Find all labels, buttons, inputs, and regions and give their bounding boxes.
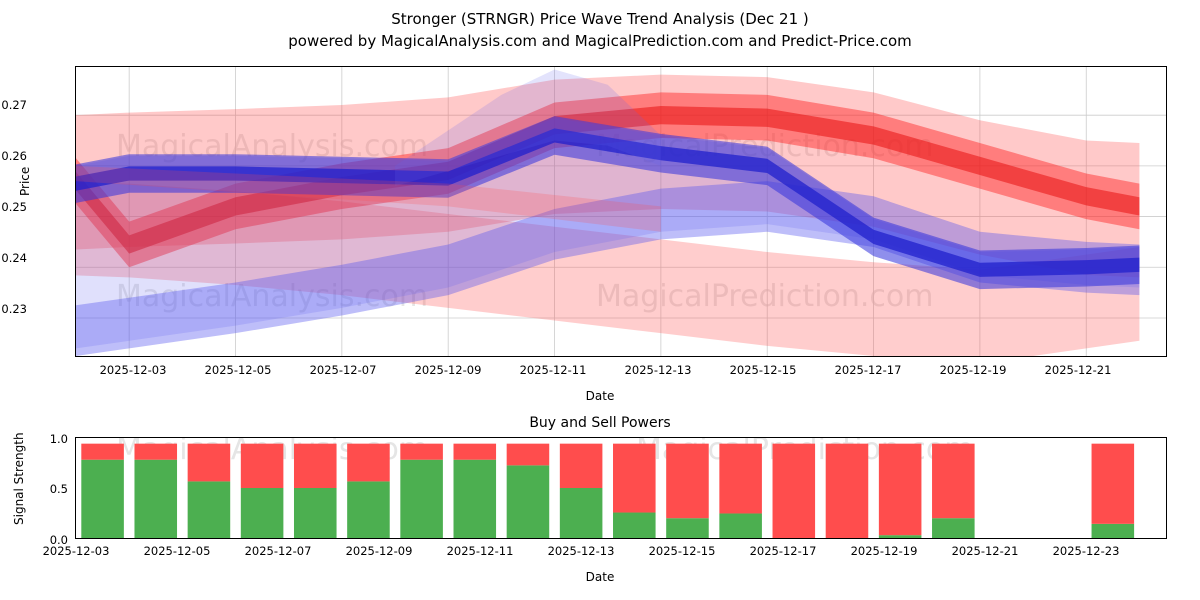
signal-xtick-2: 2025-12-07 <box>244 544 312 558</box>
price-xtick-4: 2025-12-11 <box>519 363 587 377</box>
signal-xtick-6: 2025-12-15 <box>648 544 716 558</box>
chart-title-block: Stronger (STRNGR) Price Wave Trend Analy… <box>0 8 1200 52</box>
signal-xtick-4: 2025-12-11 <box>446 544 514 558</box>
signal-ytick-2: 1.0 <box>49 432 68 446</box>
signal-xtick-7: 2025-12-17 <box>749 544 817 558</box>
price-ytick-4: 0.27 <box>1 98 27 112</box>
signal-chart-panel: MagicalAnalysis.com MagicalPrediction.co… <box>75 437 1167 539</box>
price-xtick-1: 2025-12-05 <box>204 363 272 377</box>
price-x-axis-label: Date <box>585 389 615 403</box>
signal-y-axis-label: Signal Strength <box>12 432 26 525</box>
signal-xtick-8: 2025-12-19 <box>850 544 918 558</box>
price-xtick-6: 2025-12-15 <box>729 363 797 377</box>
signal-xtick-5: 2025-12-13 <box>547 544 615 558</box>
signal-ytick-1: 0.5 <box>49 482 68 496</box>
price-plot-svg <box>76 67 1166 356</box>
price-ytick-2: 0.25 <box>1 200 27 214</box>
signal-x-axis-label: Date <box>585 570 615 584</box>
price-xtick-3: 2025-12-09 <box>414 363 482 377</box>
price-ytick-1: 0.24 <box>1 251 27 265</box>
price-xtick-5: 2025-12-13 <box>624 363 692 377</box>
signal-ytick-0: 0.0 <box>49 533 68 547</box>
page-subtitle: powered by MagicalAnalysis.com and Magic… <box>288 32 912 50</box>
price-ytick-0: 0.23 <box>1 302 27 316</box>
price-chart-panel: MagicalAnalysis.com MagicalPrediction.co… <box>75 66 1167 357</box>
price-ytick-3: 0.26 <box>1 149 27 163</box>
signal-chart-title: Buy and Sell Powers <box>529 415 671 431</box>
signal-xtick-0: 2025-12-03 <box>42 544 110 558</box>
price-xtick-9: 2025-12-21 <box>1044 363 1112 377</box>
signal-xtick-1: 2025-12-05 <box>143 544 211 558</box>
price-y-axis-label: Price <box>18 166 32 196</box>
price-xtick-0: 2025-12-03 <box>99 363 167 377</box>
signal-xtick-10: 2025-12-23 <box>1052 544 1120 558</box>
page-title: Stronger (STRNGR) Price Wave Trend Analy… <box>391 10 809 28</box>
signal-xtick-9: 2025-12-21 <box>951 544 1019 558</box>
price-xtick-8: 2025-12-19 <box>939 363 1007 377</box>
price-xtick-7: 2025-12-17 <box>834 363 902 377</box>
signal-xtick-3: 2025-12-09 <box>345 544 413 558</box>
signal-plot-svg <box>81 443 1135 538</box>
price-xtick-2: 2025-12-07 <box>309 363 377 377</box>
